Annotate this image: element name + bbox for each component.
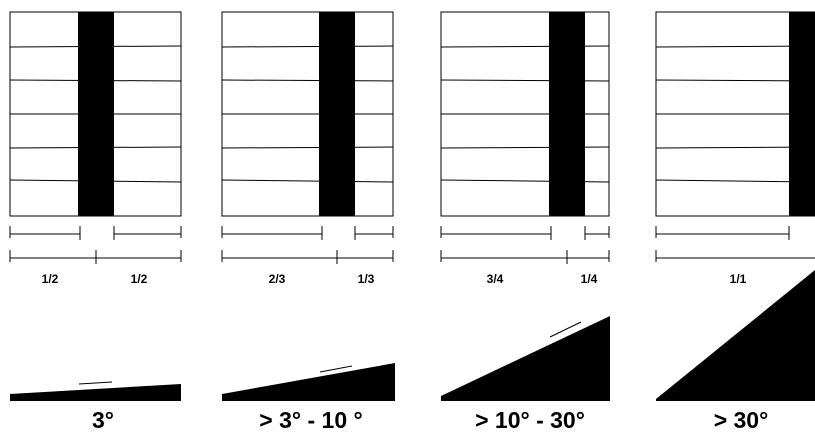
angle-label: 3°: [92, 407, 114, 433]
slope-marker: [549, 321, 582, 338]
slope-marker: [319, 365, 353, 373]
left-fraction-label: 3/4: [487, 272, 504, 286]
wall-band: [319, 12, 355, 216]
dimension-lines: [440, 226, 610, 264]
panel-4: 1/1 > 30°: [655, 11, 815, 433]
course-lines: [221, 11, 394, 217]
slope-wedge: [222, 363, 395, 401]
course-lines: [655, 11, 815, 217]
slope-wedge: [10, 384, 181, 401]
panel-2: 2/3 1/3 > 3° - 10 °: [221, 11, 395, 433]
right-fraction-label: 1/2: [131, 272, 148, 286]
slope-marker: [789, 275, 815, 298]
slope-wedge: [656, 270, 815, 401]
wall-band: [549, 12, 585, 216]
left-fraction-label: 2/3: [269, 272, 286, 286]
dimension-lines: [9, 226, 182, 264]
slope-marker: [78, 381, 113, 385]
dimension-lines: [221, 226, 394, 264]
left-fraction-label: 1/2: [42, 272, 59, 286]
wall-band: [789, 12, 815, 216]
angle-label: > 3° - 10 °: [259, 407, 362, 433]
wall-band: [78, 12, 114, 216]
right-fraction-label: 1/3: [358, 272, 375, 286]
panel-1: 1/2 1/2 3°: [9, 11, 182, 433]
slope-wedge: [441, 316, 610, 401]
angle-label: > 30°: [714, 407, 769, 433]
left-fraction-label: 1/1: [730, 272, 747, 286]
right-fraction-label: 1/4: [581, 272, 598, 286]
panel-3: 3/4 1/4 > 10° - 30°: [440, 11, 610, 433]
dimension-lines: [655, 226, 815, 262]
angle-label: > 10° - 30°: [475, 407, 585, 433]
